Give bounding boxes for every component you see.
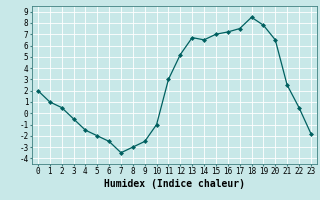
X-axis label: Humidex (Indice chaleur): Humidex (Indice chaleur) [104, 179, 245, 189]
